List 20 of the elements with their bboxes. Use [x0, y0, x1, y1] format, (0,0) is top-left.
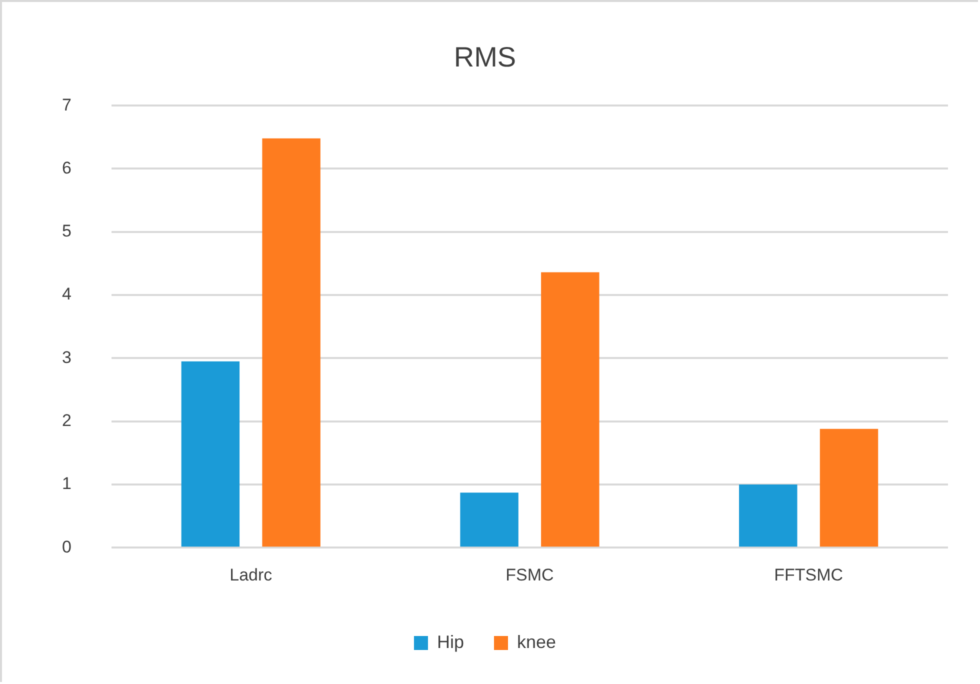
chart-title: RMS [454, 42, 516, 73]
y-tick-label: 3 [62, 348, 72, 367]
x-tick-label: FFTSMC [774, 565, 844, 584]
bar [541, 272, 600, 547]
bar [739, 484, 798, 547]
y-tick-label: 7 [62, 95, 72, 114]
bar [460, 492, 518, 547]
x-tick-label: FSMC [506, 565, 554, 584]
y-tick-label: 6 [62, 158, 72, 178]
bar [820, 428, 878, 547]
y-tick-label: 0 [62, 537, 72, 556]
bar [181, 361, 240, 547]
x-tick-label: Ladrc [230, 565, 273, 584]
y-tick-label: 5 [62, 222, 72, 241]
y-tick-label: 4 [62, 284, 72, 304]
bar [262, 138, 320, 547]
y-tick-label: 2 [62, 411, 72, 430]
legend-label: Hip [436, 632, 464, 652]
y-tick-label: 1 [62, 474, 72, 494]
legend-label: knee [516, 632, 556, 652]
